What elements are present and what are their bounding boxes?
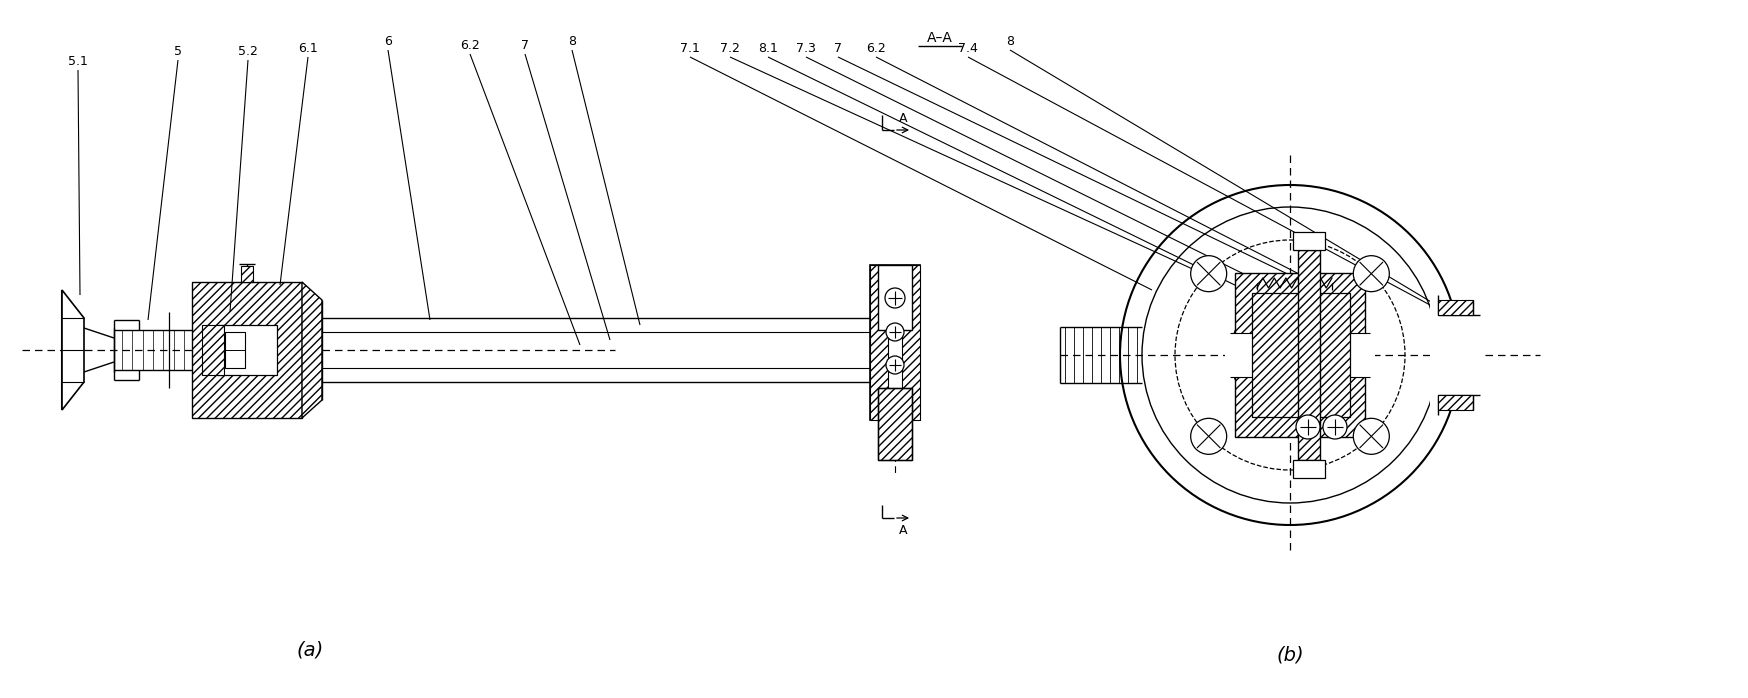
Text: 6: 6: [385, 35, 392, 48]
Bar: [1299, 250, 1320, 460]
Circle shape: [886, 356, 904, 374]
Circle shape: [884, 288, 905, 308]
Circle shape: [1295, 415, 1320, 439]
Circle shape: [1231, 295, 1349, 415]
Bar: [877, 388, 912, 460]
Circle shape: [1190, 418, 1227, 454]
Text: 7: 7: [521, 39, 530, 52]
Bar: [225, 332, 245, 368]
Bar: [1294, 232, 1325, 250]
Text: 5.1: 5.1: [68, 55, 87, 68]
Text: 8: 8: [568, 35, 577, 48]
Circle shape: [1141, 207, 1439, 503]
Text: 7.2: 7.2: [720, 42, 739, 55]
Bar: [203, 325, 224, 375]
Circle shape: [1353, 255, 1390, 292]
Text: 8: 8: [1007, 35, 1014, 48]
Bar: [1430, 300, 1486, 410]
Bar: [1236, 273, 1365, 437]
Text: (b): (b): [1276, 646, 1304, 664]
Bar: [1439, 300, 1474, 315]
Bar: [1294, 460, 1325, 478]
Bar: [902, 265, 919, 420]
Bar: [877, 265, 912, 330]
Polygon shape: [61, 290, 84, 410]
Circle shape: [1175, 240, 1405, 470]
Circle shape: [1120, 185, 1460, 525]
Text: 7.4: 7.4: [958, 42, 977, 55]
Text: A: A: [898, 112, 907, 124]
Bar: [871, 265, 919, 420]
Bar: [217, 325, 276, 375]
Circle shape: [1323, 415, 1348, 439]
Bar: [241, 266, 253, 282]
Text: 5: 5: [175, 45, 182, 58]
Text: 6.2: 6.2: [460, 39, 481, 52]
Bar: [1252, 293, 1349, 417]
Text: 6.2: 6.2: [865, 42, 886, 55]
Text: 8.1: 8.1: [759, 42, 778, 55]
Bar: [877, 388, 912, 460]
Text: 6.1: 6.1: [299, 42, 318, 55]
Text: 7.1: 7.1: [680, 42, 699, 55]
Bar: [871, 265, 888, 420]
Circle shape: [886, 323, 904, 341]
Bar: [1439, 395, 1474, 410]
Text: (a): (a): [297, 641, 323, 660]
Bar: [192, 282, 302, 418]
Circle shape: [1353, 418, 1390, 454]
Bar: [1225, 333, 1376, 377]
Polygon shape: [302, 282, 322, 418]
Text: 5.2: 5.2: [238, 45, 259, 58]
Text: A–A: A–A: [926, 31, 953, 45]
Text: A: A: [898, 524, 907, 537]
Circle shape: [1190, 255, 1227, 292]
Text: 7.3: 7.3: [795, 42, 816, 55]
Text: 7: 7: [834, 42, 843, 55]
